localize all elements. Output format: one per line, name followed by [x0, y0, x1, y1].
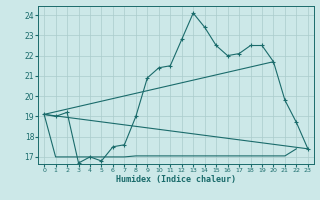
- X-axis label: Humidex (Indice chaleur): Humidex (Indice chaleur): [116, 175, 236, 184]
